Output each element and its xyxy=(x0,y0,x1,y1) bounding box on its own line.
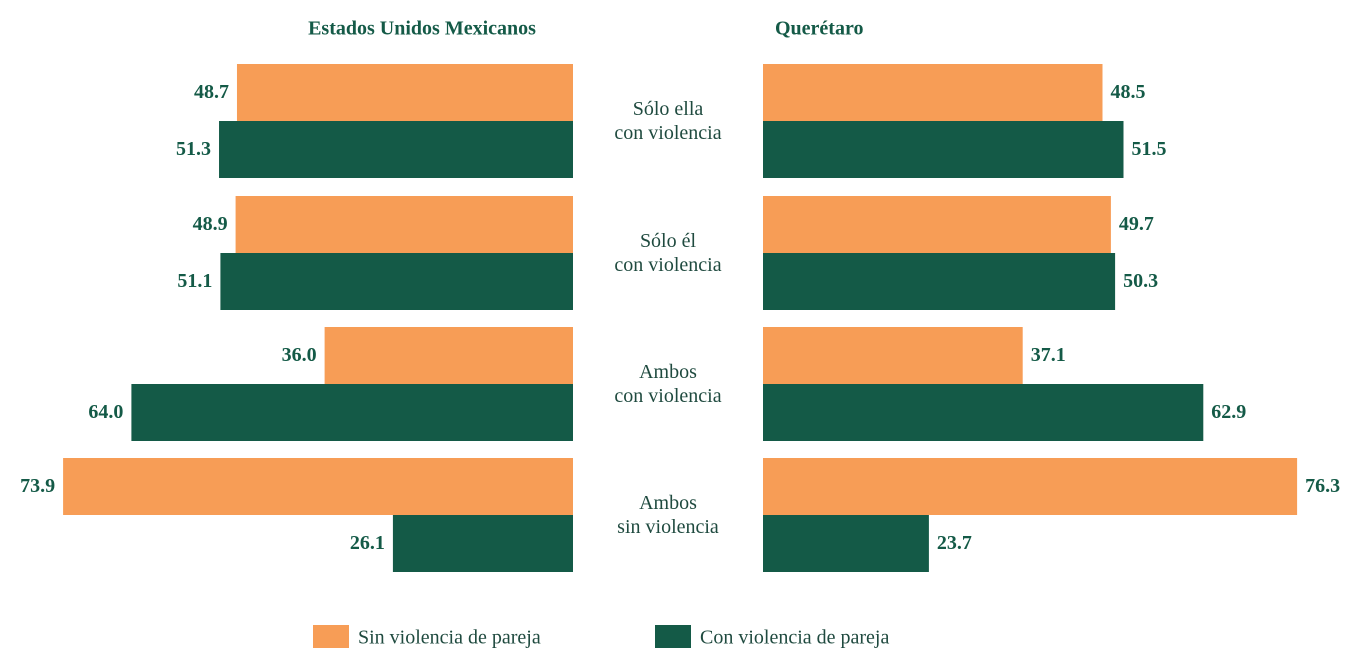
category-label: Ambos con violencia xyxy=(614,361,722,407)
data-label: 48.5 xyxy=(1111,81,1146,103)
bar xyxy=(763,64,1103,121)
data-label: 37.1 xyxy=(1031,344,1066,366)
data-label: 36.0 xyxy=(282,344,317,366)
bar xyxy=(236,64,573,121)
data-label: 48.7 xyxy=(194,81,229,103)
legend-label: Con violencia de pareja xyxy=(700,627,889,649)
bar xyxy=(392,515,573,572)
legend-swatch xyxy=(313,625,349,648)
bar xyxy=(63,458,574,515)
bar xyxy=(763,327,1023,384)
bar xyxy=(219,121,573,178)
data-label: 50.3 xyxy=(1123,270,1158,292)
panel-title: Querétaro xyxy=(775,18,864,40)
category-label: Sólo él con violencia xyxy=(614,230,722,276)
bar xyxy=(763,458,1298,515)
data-label: 76.3 xyxy=(1305,475,1340,497)
panel-title: Estados Unidos Mexicanos xyxy=(308,18,536,40)
data-label: 64.0 xyxy=(88,401,123,423)
bar xyxy=(763,384,1204,441)
data-label: 51.5 xyxy=(1132,138,1167,160)
bar xyxy=(324,327,573,384)
bar xyxy=(763,121,1124,178)
data-label: 23.7 xyxy=(937,532,972,554)
bar xyxy=(763,196,1111,253)
bar xyxy=(131,384,573,441)
legend-swatch xyxy=(655,625,691,648)
data-label: 48.9 xyxy=(193,213,228,235)
category-label: Sólo ella con violencia xyxy=(614,98,722,144)
data-label: 73.9 xyxy=(20,475,55,497)
bar xyxy=(235,196,573,253)
data-label: 51.3 xyxy=(176,138,211,160)
bar xyxy=(763,515,929,572)
data-label: 62.9 xyxy=(1211,401,1246,423)
data-label: 49.7 xyxy=(1119,213,1154,235)
category-label: Ambos sin violencia xyxy=(617,492,719,538)
data-label: 51.1 xyxy=(177,270,212,292)
bar xyxy=(220,253,573,310)
legend-label: Sin violencia de pareja xyxy=(358,627,541,649)
data-label: 26.1 xyxy=(350,532,385,554)
bar xyxy=(763,253,1116,310)
